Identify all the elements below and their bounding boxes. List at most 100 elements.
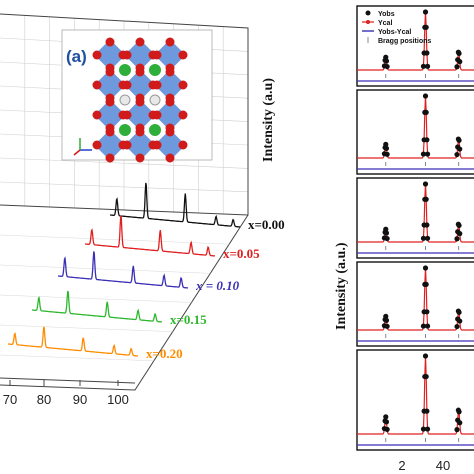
series-line bbox=[58, 251, 189, 289]
oxygen-atom bbox=[178, 80, 188, 90]
legend-label: Yobs-Ycal bbox=[378, 29, 411, 36]
yobs-point bbox=[457, 420, 463, 426]
yobs-point bbox=[424, 309, 430, 315]
yobs-point bbox=[384, 426, 390, 432]
oxygen-atom bbox=[152, 50, 162, 60]
oxygen-atom bbox=[92, 110, 102, 120]
yobs-point bbox=[424, 137, 430, 143]
panel-b: Intensity (a.u.) Yobs Ycal Yobs-Ycal Bragg … bbox=[334, 5, 474, 473]
legend-marker bbox=[366, 20, 370, 24]
series-1: x=0.05 bbox=[85, 215, 260, 261]
x-tick-label: 100 bbox=[107, 392, 129, 407]
legend-label: Yobs bbox=[378, 11, 395, 18]
yobs-point bbox=[383, 414, 389, 420]
yobs-point bbox=[384, 151, 390, 157]
b-site-atom bbox=[149, 94, 161, 106]
yobs-point bbox=[383, 317, 390, 323]
oxygen-atom bbox=[122, 140, 132, 150]
oxygen-atom bbox=[135, 67, 145, 77]
panel-a-x-axis bbox=[0, 377, 136, 384]
oxygen-atom bbox=[105, 37, 115, 47]
panel-a-floor-grid bbox=[0, 234, 230, 362]
series-line bbox=[85, 215, 216, 257]
oxygen-atom bbox=[105, 67, 115, 77]
octahedron-shape bbox=[124, 99, 156, 131]
rietveld-panel bbox=[356, 261, 474, 347]
oxygen-atom bbox=[122, 80, 132, 90]
legend-label: Ycal bbox=[378, 20, 392, 27]
rietveld-panel bbox=[356, 89, 474, 175]
oxygen-atom bbox=[178, 110, 188, 120]
yobs-point bbox=[384, 63, 390, 70]
octahedron-shape bbox=[124, 69, 156, 101]
octahedron-shape bbox=[94, 39, 126, 71]
series-2: x = 0.10 bbox=[58, 251, 240, 293]
panel-b-legend: Yobs Ycal Yobs-Ycal Bragg positions bbox=[362, 10, 431, 45]
yobs-point bbox=[422, 265, 429, 271]
yobs-point bbox=[384, 235, 390, 242]
oxygen-atom bbox=[152, 80, 162, 90]
oxygen-atom bbox=[178, 140, 188, 150]
yobs-point bbox=[457, 318, 463, 324]
series-label: x=0.15 bbox=[170, 312, 207, 327]
yobs-point bbox=[383, 419, 390, 425]
oxygen-atom bbox=[92, 140, 102, 150]
yobs-point bbox=[423, 196, 429, 202]
octahedron-shape bbox=[94, 99, 126, 131]
grid-line bbox=[0, 181, 249, 193]
yobs-point bbox=[423, 281, 429, 287]
yobs-point bbox=[424, 408, 430, 414]
panel-a-x-ticks: 70 80 90 100 bbox=[3, 380, 129, 407]
yobs-point bbox=[454, 151, 460, 158]
oxygen-atom bbox=[165, 67, 175, 77]
yobs-point bbox=[383, 230, 390, 236]
series-label: x=0.05 bbox=[223, 246, 260, 261]
x-tick-label: 90 bbox=[73, 392, 87, 407]
yobs-point bbox=[424, 323, 431, 329]
yobs-point bbox=[420, 323, 427, 329]
yobs-point bbox=[454, 427, 460, 433]
oxygen-atom bbox=[152, 110, 162, 120]
oxygen-atom bbox=[105, 127, 115, 137]
yobs-point bbox=[420, 426, 427, 432]
oxygen-atom bbox=[105, 153, 115, 163]
octahedron-shape bbox=[154, 129, 186, 161]
yobs-point bbox=[424, 235, 431, 241]
yobs-point bbox=[383, 145, 390, 151]
oxygen-atom bbox=[165, 153, 175, 163]
oxygen-atom bbox=[92, 80, 102, 90]
panel-a-ylabel: Intensity (a.u) bbox=[261, 78, 276, 162]
yobs-point bbox=[384, 323, 390, 329]
panel-a-floor bbox=[0, 214, 249, 391]
oxygen-atom bbox=[165, 37, 175, 47]
panel-b-x-tick-40: 40 bbox=[436, 458, 450, 473]
axis-arrow-z bbox=[73, 149, 81, 156]
yobs-point bbox=[420, 63, 427, 69]
octahedron-shape bbox=[124, 39, 156, 71]
panel-frame bbox=[356, 177, 474, 259]
a-site-atom bbox=[149, 64, 161, 76]
yobs-point bbox=[456, 222, 462, 229]
yobs-point bbox=[383, 141, 389, 147]
oxygen-atom bbox=[122, 110, 132, 120]
panel-frame bbox=[356, 5, 474, 87]
yobs-point bbox=[457, 59, 463, 65]
yobs-point bbox=[454, 236, 460, 242]
yobs-point bbox=[422, 93, 429, 99]
yobs-point bbox=[423, 24, 429, 30]
yobs-point bbox=[456, 137, 462, 143]
rietveld-panel bbox=[356, 177, 474, 259]
series-line bbox=[32, 290, 163, 323]
yobs-point bbox=[423, 373, 429, 380]
oxygen-atom bbox=[135, 153, 145, 163]
series-line bbox=[110, 182, 241, 228]
series-4: x=0.20 bbox=[8, 326, 183, 361]
x-tick-label: 70 bbox=[3, 392, 17, 407]
octahedron-shape bbox=[154, 99, 186, 131]
octahedron-shape bbox=[94, 69, 126, 101]
yobs-point bbox=[420, 235, 427, 241]
a-site-atom bbox=[119, 124, 131, 136]
yobs-point bbox=[456, 309, 462, 315]
crystal-structure-inset bbox=[61, 29, 213, 163]
